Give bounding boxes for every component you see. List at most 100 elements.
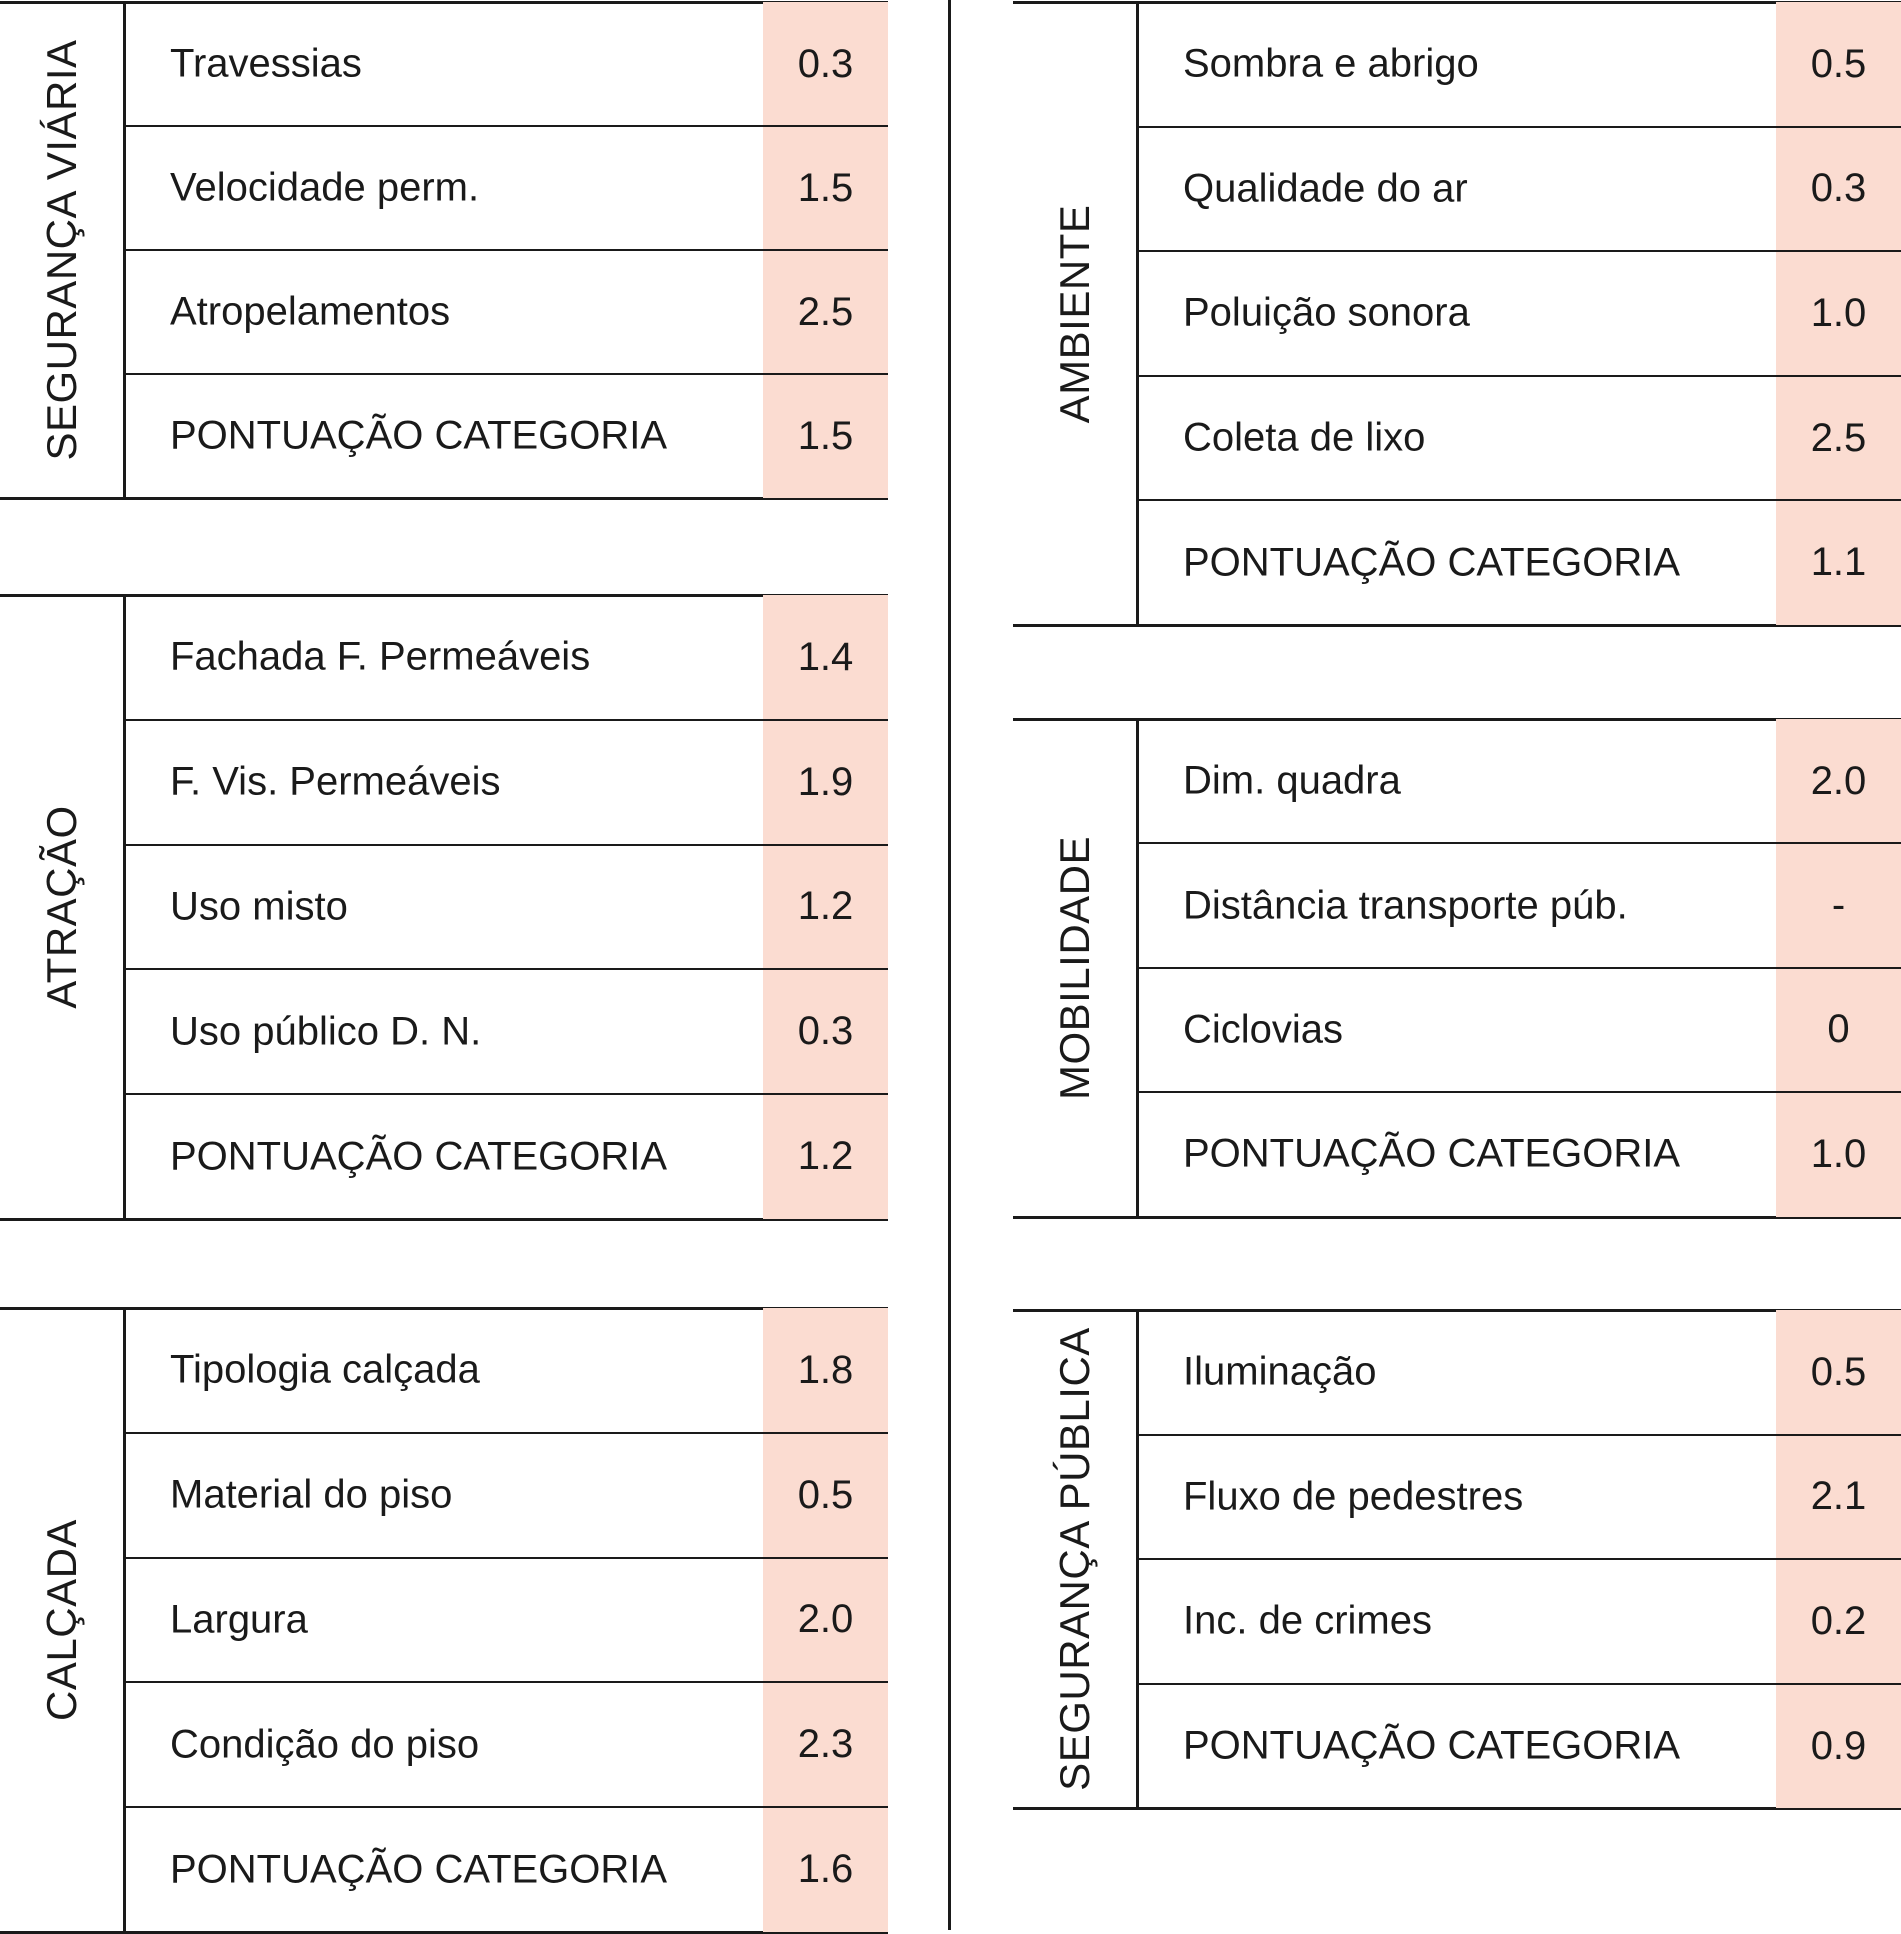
indicator-label: PONTUAÇÃO CATEGORIA (170, 413, 668, 458)
indicator-score: 0.5 (1776, 1310, 1901, 1435)
section-seguranca-publica: SEGURANÇA PÚBLICA Iluminação 0.5 Fluxo de p… (1013, 1309, 1901, 1811)
category-cell: MOBILIDADE (1013, 719, 1139, 1217)
row-divider (126, 1556, 888, 1559)
section-top-border (1013, 1309, 1901, 1312)
row-divider (1139, 499, 1901, 502)
indicator-rows: Travessias 0.3 Velocidade perm. 1.5 Atropela… (126, 2, 888, 498)
row-divider (126, 1093, 888, 1096)
indicator-row: Largura 2.0 (126, 1556, 888, 1683)
indicator-row: Fachada F. Permeáveis 1.4 (126, 595, 888, 720)
row-divider (1139, 842, 1901, 845)
indicator-score: 1.0 (1776, 251, 1901, 376)
indicator-label: Fluxo de pedestres (1183, 1474, 1524, 1519)
indicator-score: 2.0 (763, 1557, 888, 1683)
indicator-score: 1.4 (763, 595, 888, 720)
indicator-score: 0.9 (1776, 1683, 1901, 1809)
section-calcada: CALÇADA Tipologia calçada 1.8 Material do p… (0, 1307, 888, 1934)
indicator-score: 0.5 (763, 1432, 888, 1558)
category-score-row: PONTUAÇÃO CATEGORIA 0.9 (1139, 1682, 1901, 1809)
indicator-label: PONTUAÇÃO CATEGORIA (1183, 1723, 1681, 1768)
category-score-row: PONTUAÇÃO CATEGORIA 1.1 (1139, 499, 1901, 625)
indicator-label: Dim. quadra (1183, 758, 1401, 803)
row-divider (126, 968, 888, 971)
indicator-label: Uso público D. N. (170, 1009, 482, 1054)
indicator-score: 0.5 (1776, 2, 1901, 127)
section-bottom-border (0, 1218, 888, 1221)
indicator-label: F. Vis. Permeáveis (170, 759, 501, 804)
indicator-score: 1.2 (763, 844, 888, 970)
indicator-row: Fluxo de pedestres 2.1 (1139, 1433, 1901, 1560)
indicator-rows: Dim. quadra 2.0 Distância transporte púb. -… (1139, 719, 1901, 1217)
category-cell: ATRAÇÃO (0, 595, 126, 1219)
indicator-label: PONTUAÇÃO CATEGORIA (1183, 540, 1681, 585)
category-label: SEGURANÇA PÚBLICA (1050, 1327, 1098, 1792)
indicator-label: Coleta de lixo (1183, 415, 1426, 460)
indicator-label: Qualidade do ar (1183, 166, 1468, 211)
category-label: SEGURANÇA VIÁRIA (37, 39, 85, 461)
indicator-label: Iluminação (1183, 1349, 1377, 1394)
indicator-score: 1.5 (763, 374, 888, 498)
row-divider (1139, 966, 1901, 969)
indicator-label: Largura (170, 1597, 308, 1642)
row-divider (126, 125, 888, 127)
indicator-rows: Fachada F. Permeáveis 1.4 F. Vis. Permeáve… (126, 595, 888, 1219)
indicator-row: Qualidade do ar 0.3 (1139, 125, 1901, 252)
indicator-score: 2.5 (763, 250, 888, 374)
indicator-label: Distância transporte púb. (1183, 883, 1628, 928)
category-label: CALÇADA (37, 1519, 85, 1721)
indicator-score: 1.8 (763, 1308, 888, 1433)
category-cell: SEGURANÇA PÚBLICA (1013, 1310, 1139, 1809)
indicator-score: 1.0 (1776, 1092, 1901, 1217)
indicator-row: Uso misto 1.2 (126, 843, 888, 970)
section-bottom-border (1013, 1807, 1901, 1811)
indicator-label: Atropelamentos (170, 289, 451, 334)
indicator-label: Travessias (170, 41, 362, 86)
row-divider (1139, 1091, 1901, 1094)
category-score-row: PONTUAÇÃO CATEGORIA 1.6 (126, 1806, 888, 1932)
category-label: ATRAÇÃO (37, 805, 85, 1009)
indicator-label: PONTUAÇÃO CATEGORIA (170, 1134, 668, 1179)
indicator-score: 2.1 (1776, 1434, 1901, 1560)
row-divider (126, 249, 888, 251)
indicator-label: Velocidade perm. (170, 165, 480, 210)
indicator-label: Sombra e abrigo (1183, 41, 1479, 86)
category-cell: SEGURANÇA VIÁRIA (0, 2, 126, 498)
indicator-score: 0.3 (763, 2, 888, 126)
indicator-row: Distância transporte púb. - (1139, 842, 1901, 968)
section-top-border (1013, 718, 1901, 721)
row-divider (126, 1681, 888, 1684)
indicator-label: Uso misto (170, 884, 348, 929)
indicator-row: Velocidade perm. 1.5 (126, 125, 888, 250)
indicator-label: Inc. de crimes (1183, 1598, 1432, 1643)
indicator-score: 0.3 (763, 969, 888, 1095)
section-top-border (0, 1307, 888, 1310)
section-top-border (1013, 1, 1901, 4)
indicator-label: PONTUAÇÃO CATEGORIA (170, 1847, 668, 1892)
row-divider (126, 1806, 888, 1809)
center-divider (948, 0, 951, 1930)
indicator-score: - (1776, 843, 1901, 968)
indicator-label: PONTUAÇÃO CATEGORIA (1183, 1131, 1681, 1176)
section-seguranca-viaria: SEGURANÇA VIÁRIA Travessias 0.3 Velocidade … (0, 1, 888, 500)
row-divider (1139, 125, 1901, 128)
row-divider (126, 843, 888, 846)
indicator-row: Ciclovias 0 (1139, 966, 1901, 1093)
indicator-label: Material do piso (170, 1472, 453, 1517)
indicator-label: Poluição sonora (1183, 290, 1470, 335)
row-divider (1139, 1682, 1901, 1685)
indicator-row: Tipologia calçada 1.8 (126, 1308, 888, 1433)
indicator-label: Tipologia calçada (170, 1347, 480, 1392)
section-atracao: ATRAÇÃO Fachada F. Permeáveis 1.4 F. Vis. P… (0, 594, 888, 1221)
indicator-score: 0.2 (1776, 1559, 1901, 1684)
indicator-row: Travessias 0.3 (126, 2, 888, 126)
category-cell: AMBIENTE (1013, 2, 1139, 625)
category-label: MOBILIDADE (1050, 835, 1098, 1100)
row-divider (126, 1431, 888, 1434)
category-score-row: PONTUAÇÃO CATEGORIA 1.2 (126, 1093, 888, 1219)
indicator-score: 1.2 (763, 1094, 888, 1219)
indicator-row: Uso público D. N. 0.3 (126, 968, 888, 1095)
indicator-score: 1.9 (763, 719, 888, 845)
indicator-rows: Iluminação 0.5 Fluxo de pedestres 2.1 Inc. d… (1139, 1310, 1901, 1809)
indicator-score: 2.5 (1776, 375, 1901, 501)
row-divider (1139, 374, 1901, 377)
